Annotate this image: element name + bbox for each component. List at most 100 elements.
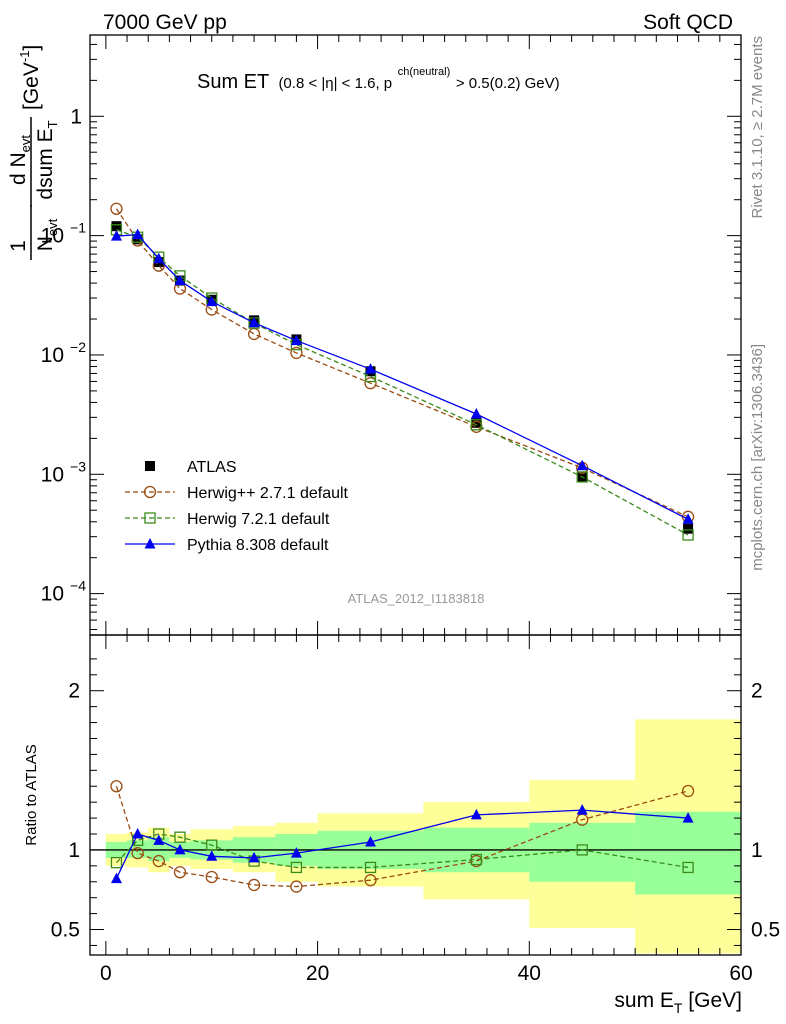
ratio-point — [576, 804, 588, 815]
ratio-point — [205, 870, 218, 884]
band-1sigma — [635, 811, 741, 895]
ratio-point — [364, 861, 377, 874]
ratio-point — [206, 839, 218, 851]
ratio-point — [364, 874, 377, 887]
ratio-tick-label-right: 2 — [751, 680, 763, 703]
ratio-point — [470, 853, 483, 866]
legend-label: Herwig 7.2.1 default — [187, 511, 330, 528]
data-point — [576, 459, 588, 471]
y-tick-label: 10 — [41, 344, 64, 367]
ratio-tick-label-left: 1 — [68, 839, 80, 862]
data-point — [174, 274, 186, 286]
x-axis-label: sum ET [GeV] — [614, 989, 742, 1016]
y-tick-label: 10 — [41, 225, 64, 248]
ratio-frame — [89, 634, 742, 956]
data-point — [132, 228, 144, 240]
ratio-point — [206, 850, 218, 861]
ratio-point — [248, 851, 260, 863]
data-point — [111, 221, 122, 232]
series-line — [116, 233, 689, 520]
svg-text:[GeV-1]: [GeV-1] — [17, 45, 43, 110]
data-point — [576, 471, 588, 483]
legend: ATLAS Herwig++ 2.7.1 default Herwig 7.2.1 … — [125, 459, 349, 554]
ratio-point — [290, 861, 303, 874]
ratio-point — [576, 844, 588, 856]
ratio-point — [290, 847, 302, 858]
ratio-series-group — [110, 780, 695, 893]
source-label: mcplots.cern.ch [arXiv:1306.3436] — [749, 344, 766, 571]
y-tick-exponent: −1 — [70, 220, 86, 236]
ratio-point — [290, 880, 303, 893]
ratio-point — [174, 843, 186, 855]
ratio-point — [365, 835, 377, 847]
legend-label: ATLAS — [187, 459, 237, 476]
plot-title: Sum ET (0.8 < |η| < 1.6, p ch(neutral) >… — [197, 58, 560, 93]
analysis-id: ATLAS_2012_I1183818 — [348, 591, 485, 606]
ratio-point — [132, 828, 144, 839]
ratio-point — [110, 780, 123, 793]
data-point — [290, 346, 303, 360]
series-group — [110, 202, 695, 541]
category-label: Soft QCD — [643, 11, 733, 34]
ratio-point — [470, 808, 482, 820]
ratio-point — [682, 861, 694, 874]
y-axis-label-top: 1 Nevt d Nevt dsum ET [GeV-1] — [7, 45, 60, 260]
svg-text:dsum ET: dsum ET — [34, 120, 60, 199]
y-tick-exponent: −3 — [70, 458, 86, 474]
data-point — [470, 419, 483, 431]
energy-label: 7000 GeV pp — [103, 11, 227, 34]
x-tick-label: 20 — [306, 962, 329, 985]
ratio-point — [173, 866, 187, 879]
data-point — [206, 295, 218, 307]
ratio-point — [131, 846, 144, 860]
x-tick-label: 0 — [100, 962, 112, 985]
data-point — [290, 334, 302, 346]
data-point — [153, 252, 165, 264]
ratio-point — [174, 831, 186, 843]
y-tick-label: 10 — [41, 583, 64, 606]
legend-marker — [145, 461, 155, 471]
ratio-tick-label-right: 1 — [751, 839, 763, 862]
ratio-panel: 0 20 40 60 0.5 0.5 1 1 2 2 — [51, 35, 780, 985]
data-point — [364, 377, 377, 390]
x-tick-label: 40 — [518, 962, 541, 985]
y-ticks-ratio: 0.5 0.5 1 1 2 2 — [51, 658, 780, 946]
data-point — [110, 230, 122, 241]
legend-label: Herwig++ 2.7.1 default — [187, 485, 349, 502]
ratio-tick-label-right: 0.5 — [751, 919, 780, 942]
y-axis-label-ratio: Ratio to ATLAS — [23, 744, 40, 845]
ratio-tick-label-left: 0.5 — [51, 919, 80, 942]
legend-marker — [144, 538, 156, 549]
svg-text:d Nevt: d Nevt — [7, 135, 33, 185]
band-1sigma — [529, 822, 636, 882]
data-point — [365, 363, 377, 374]
data-point — [132, 234, 143, 245]
main-panel: 10 −4 10 −3 10 −2 10 −1 1 — [41, 34, 742, 636]
ratio-point — [152, 854, 165, 868]
ratio-point — [153, 834, 165, 845]
ratio-point — [110, 857, 123, 869]
y-ticks-top: 10 −4 10 −3 10 −2 10 −1 1 — [41, 43, 741, 631]
y-tick-label: 10 — [41, 463, 64, 486]
data-point — [682, 529, 694, 541]
ratio-point — [682, 812, 694, 823]
x-ticks: 0 20 40 60 — [100, 35, 753, 985]
series-line — [115, 208, 689, 518]
x-tick-label: 60 — [729, 962, 752, 985]
rivet-label: Rivet 3.1.10, ≥ 2.7M events — [749, 36, 766, 219]
svg-text:1: 1 — [7, 240, 30, 252]
svg-text:Nevt: Nevt — [34, 218, 60, 251]
y-tick-label: 1 — [70, 105, 82, 128]
data-point — [247, 327, 261, 341]
ratio-point — [681, 784, 695, 798]
data-point — [110, 202, 123, 215]
data-point — [248, 316, 260, 328]
data-point — [470, 408, 482, 419]
ratio-tick-label-left: 2 — [68, 680, 80, 703]
legend-marker — [143, 485, 157, 499]
legend-marker — [144, 512, 156, 524]
data-point — [683, 523, 694, 534]
ratio-point — [110, 872, 122, 884]
legend-label: Pythia 8.308 default — [187, 537, 329, 554]
